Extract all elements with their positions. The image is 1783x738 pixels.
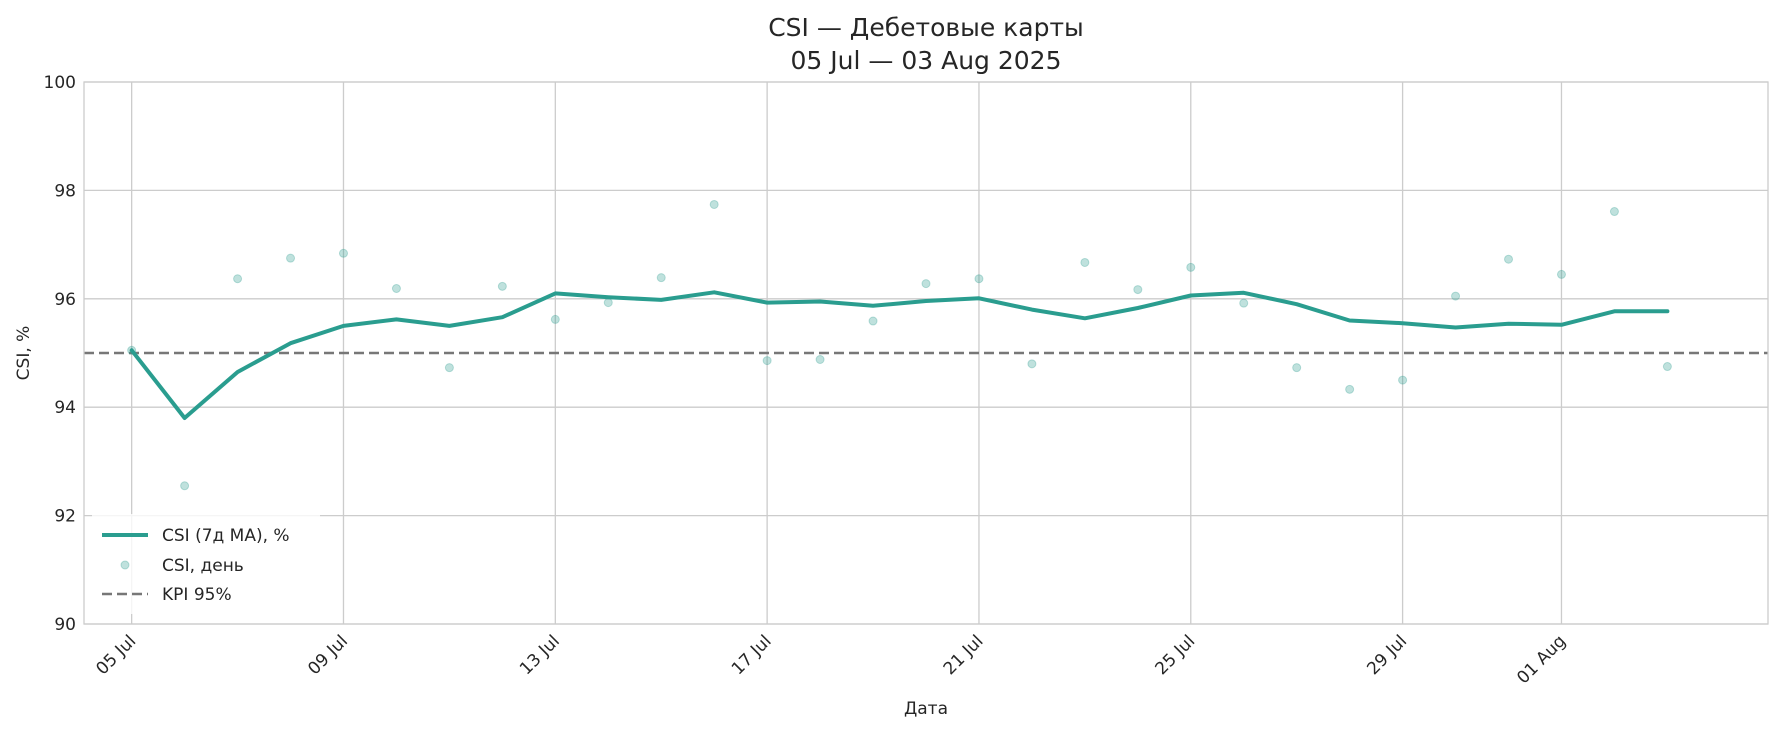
ma-series-line [129, 290, 1670, 420]
daily-csi-point [1345, 384, 1355, 394]
daily-csi-point [550, 314, 560, 324]
legend-label-kpi: KPI 95% [162, 585, 232, 605]
x-tick-labels: 05 Jul 09 Jul 13 Jul 17 Jul 21 Jul 25 Jul 29 J… [92, 631, 1570, 688]
daily-csi-point [603, 298, 613, 308]
daily-csi-point [1239, 298, 1249, 308]
chart-title-line1: CSI — Дебетовые карты [768, 13, 1084, 42]
daily-csi-point [868, 316, 878, 326]
y-tick-label: 98 [54, 181, 76, 201]
x-tick-label: 05 Jul [92, 631, 140, 679]
legend-dot-swatch [120, 560, 130, 570]
legend-label-ma: CSI (7д MA), % [162, 526, 290, 546]
daily-csi-point [233, 274, 243, 284]
daily-csi-point [286, 253, 296, 263]
y-tick-label: 96 [54, 290, 76, 310]
daily-csi-point [1556, 269, 1566, 279]
daily-csi-point [497, 281, 507, 291]
x-tick-label: 17 Jul [728, 631, 776, 679]
daily-csi-point [1133, 285, 1143, 295]
daily-csi-point [391, 284, 401, 294]
chart-title-line2: 05 Jul — 03 Aug 2025 [791, 46, 1062, 75]
plot-frame [83, 81, 1769, 625]
daily-csi-point [1292, 363, 1302, 373]
daily-csi-point [1027, 359, 1037, 369]
legend: CSI (7д MA), % CSI, день KPI 95% [92, 514, 320, 614]
daily-csi-point [1080, 257, 1090, 267]
daily-csi-point [921, 279, 931, 289]
y-tick-label: 92 [54, 507, 76, 527]
daily-csi-point [444, 363, 454, 373]
x-tick-label: 13 Jul [516, 631, 564, 679]
daily-csi-point [1504, 254, 1514, 264]
x-tick-label: 01 Aug [1513, 631, 1570, 688]
daily-csi-point [815, 355, 825, 365]
daily-csi-point [1451, 291, 1461, 301]
y-tick-labels: 90 92 94 96 98 100 [44, 73, 76, 635]
x-axis-label: Дата [904, 699, 948, 719]
daily-csi-point [762, 356, 772, 366]
daily-csi-point [1398, 375, 1408, 385]
legend-label-daily: CSI, день [162, 556, 244, 576]
x-tick-label: 29 Jul [1363, 631, 1411, 679]
y-axis-label: CSI, % [14, 326, 34, 381]
daily-csi-point [180, 481, 190, 491]
legend-background [92, 514, 320, 614]
y-tick-label: 94 [54, 398, 76, 418]
x-tick-label: 25 Jul [1152, 631, 1200, 679]
daily-csi-point [656, 273, 666, 283]
y-tick-label: 90 [54, 615, 76, 635]
x-tick-label: 09 Jul [304, 631, 352, 679]
daily-csi-point [1609, 207, 1619, 217]
y-tick-label: 100 [44, 73, 76, 93]
daily-csi-point [1186, 262, 1196, 272]
daily-csi-point [1662, 362, 1672, 372]
daily-csi-point [974, 274, 984, 284]
daily-csi-point [338, 248, 348, 258]
daily-csi-point [709, 199, 719, 209]
x-tick-label: 21 Jul [940, 631, 988, 679]
daily-csi-points [127, 199, 1672, 491]
moving-average-layer [129, 290, 1670, 420]
